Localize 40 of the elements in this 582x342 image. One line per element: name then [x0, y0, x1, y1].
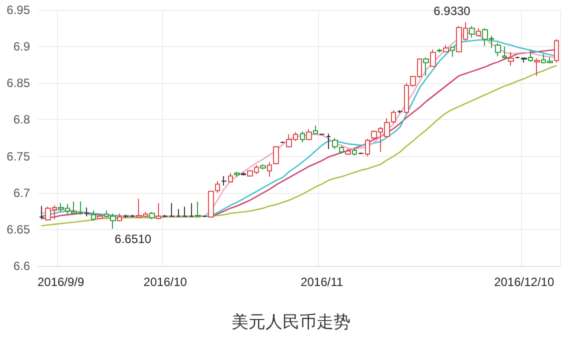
candlestick — [319, 133, 325, 136]
candlestick — [176, 208, 181, 217]
candlestick — [130, 214, 135, 218]
candlestick — [169, 202, 175, 217]
candlestick — [515, 56, 520, 59]
candlestick — [123, 214, 129, 218]
candlestick — [162, 214, 168, 218]
candlestick — [228, 172, 233, 184]
y-tick-label: 6.9 — [13, 40, 30, 54]
candlestick — [326, 133, 331, 150]
candlestick — [189, 202, 194, 217]
y-tick-label: 6.7 — [13, 186, 30, 200]
x-tick-label: 2016/9/9 — [37, 275, 85, 289]
x-tick-label: 2016/10 — [144, 275, 188, 289]
candlestick — [508, 51, 514, 66]
y-tick-label: 6.75 — [6, 149, 30, 164]
candlestick — [280, 141, 285, 144]
y-tick-label: 6.85 — [6, 76, 30, 90]
y-tick-label: 6.8 — [13, 112, 30, 127]
annotation: 6.9330 — [434, 4, 471, 18]
candlestick — [273, 146, 279, 165]
candlestick — [208, 190, 214, 218]
candlestick — [221, 176, 227, 186]
candlestick — [215, 180, 220, 194]
y-tick-label: 6.6 — [13, 259, 30, 273]
candlestick — [39, 206, 44, 220]
candlestick — [195, 201, 201, 217]
candlestick — [358, 152, 364, 155]
candlestick — [495, 42, 501, 57]
text: 美元人民币走势 — [232, 312, 350, 332]
candlestick — [502, 46, 507, 60]
x-tick-label: 2016/12/10 — [494, 275, 554, 289]
candlestick — [397, 110, 403, 114]
x-tick-label: 2016/11 — [300, 275, 344, 289]
candlestick — [84, 206, 90, 217]
y-tick-label: 6.65 — [6, 222, 30, 236]
candlestick — [365, 138, 370, 157]
candlestick — [182, 206, 188, 217]
annotation: 6.6510 — [114, 232, 152, 246]
y-tick-label: 6.95 — [6, 3, 30, 17]
